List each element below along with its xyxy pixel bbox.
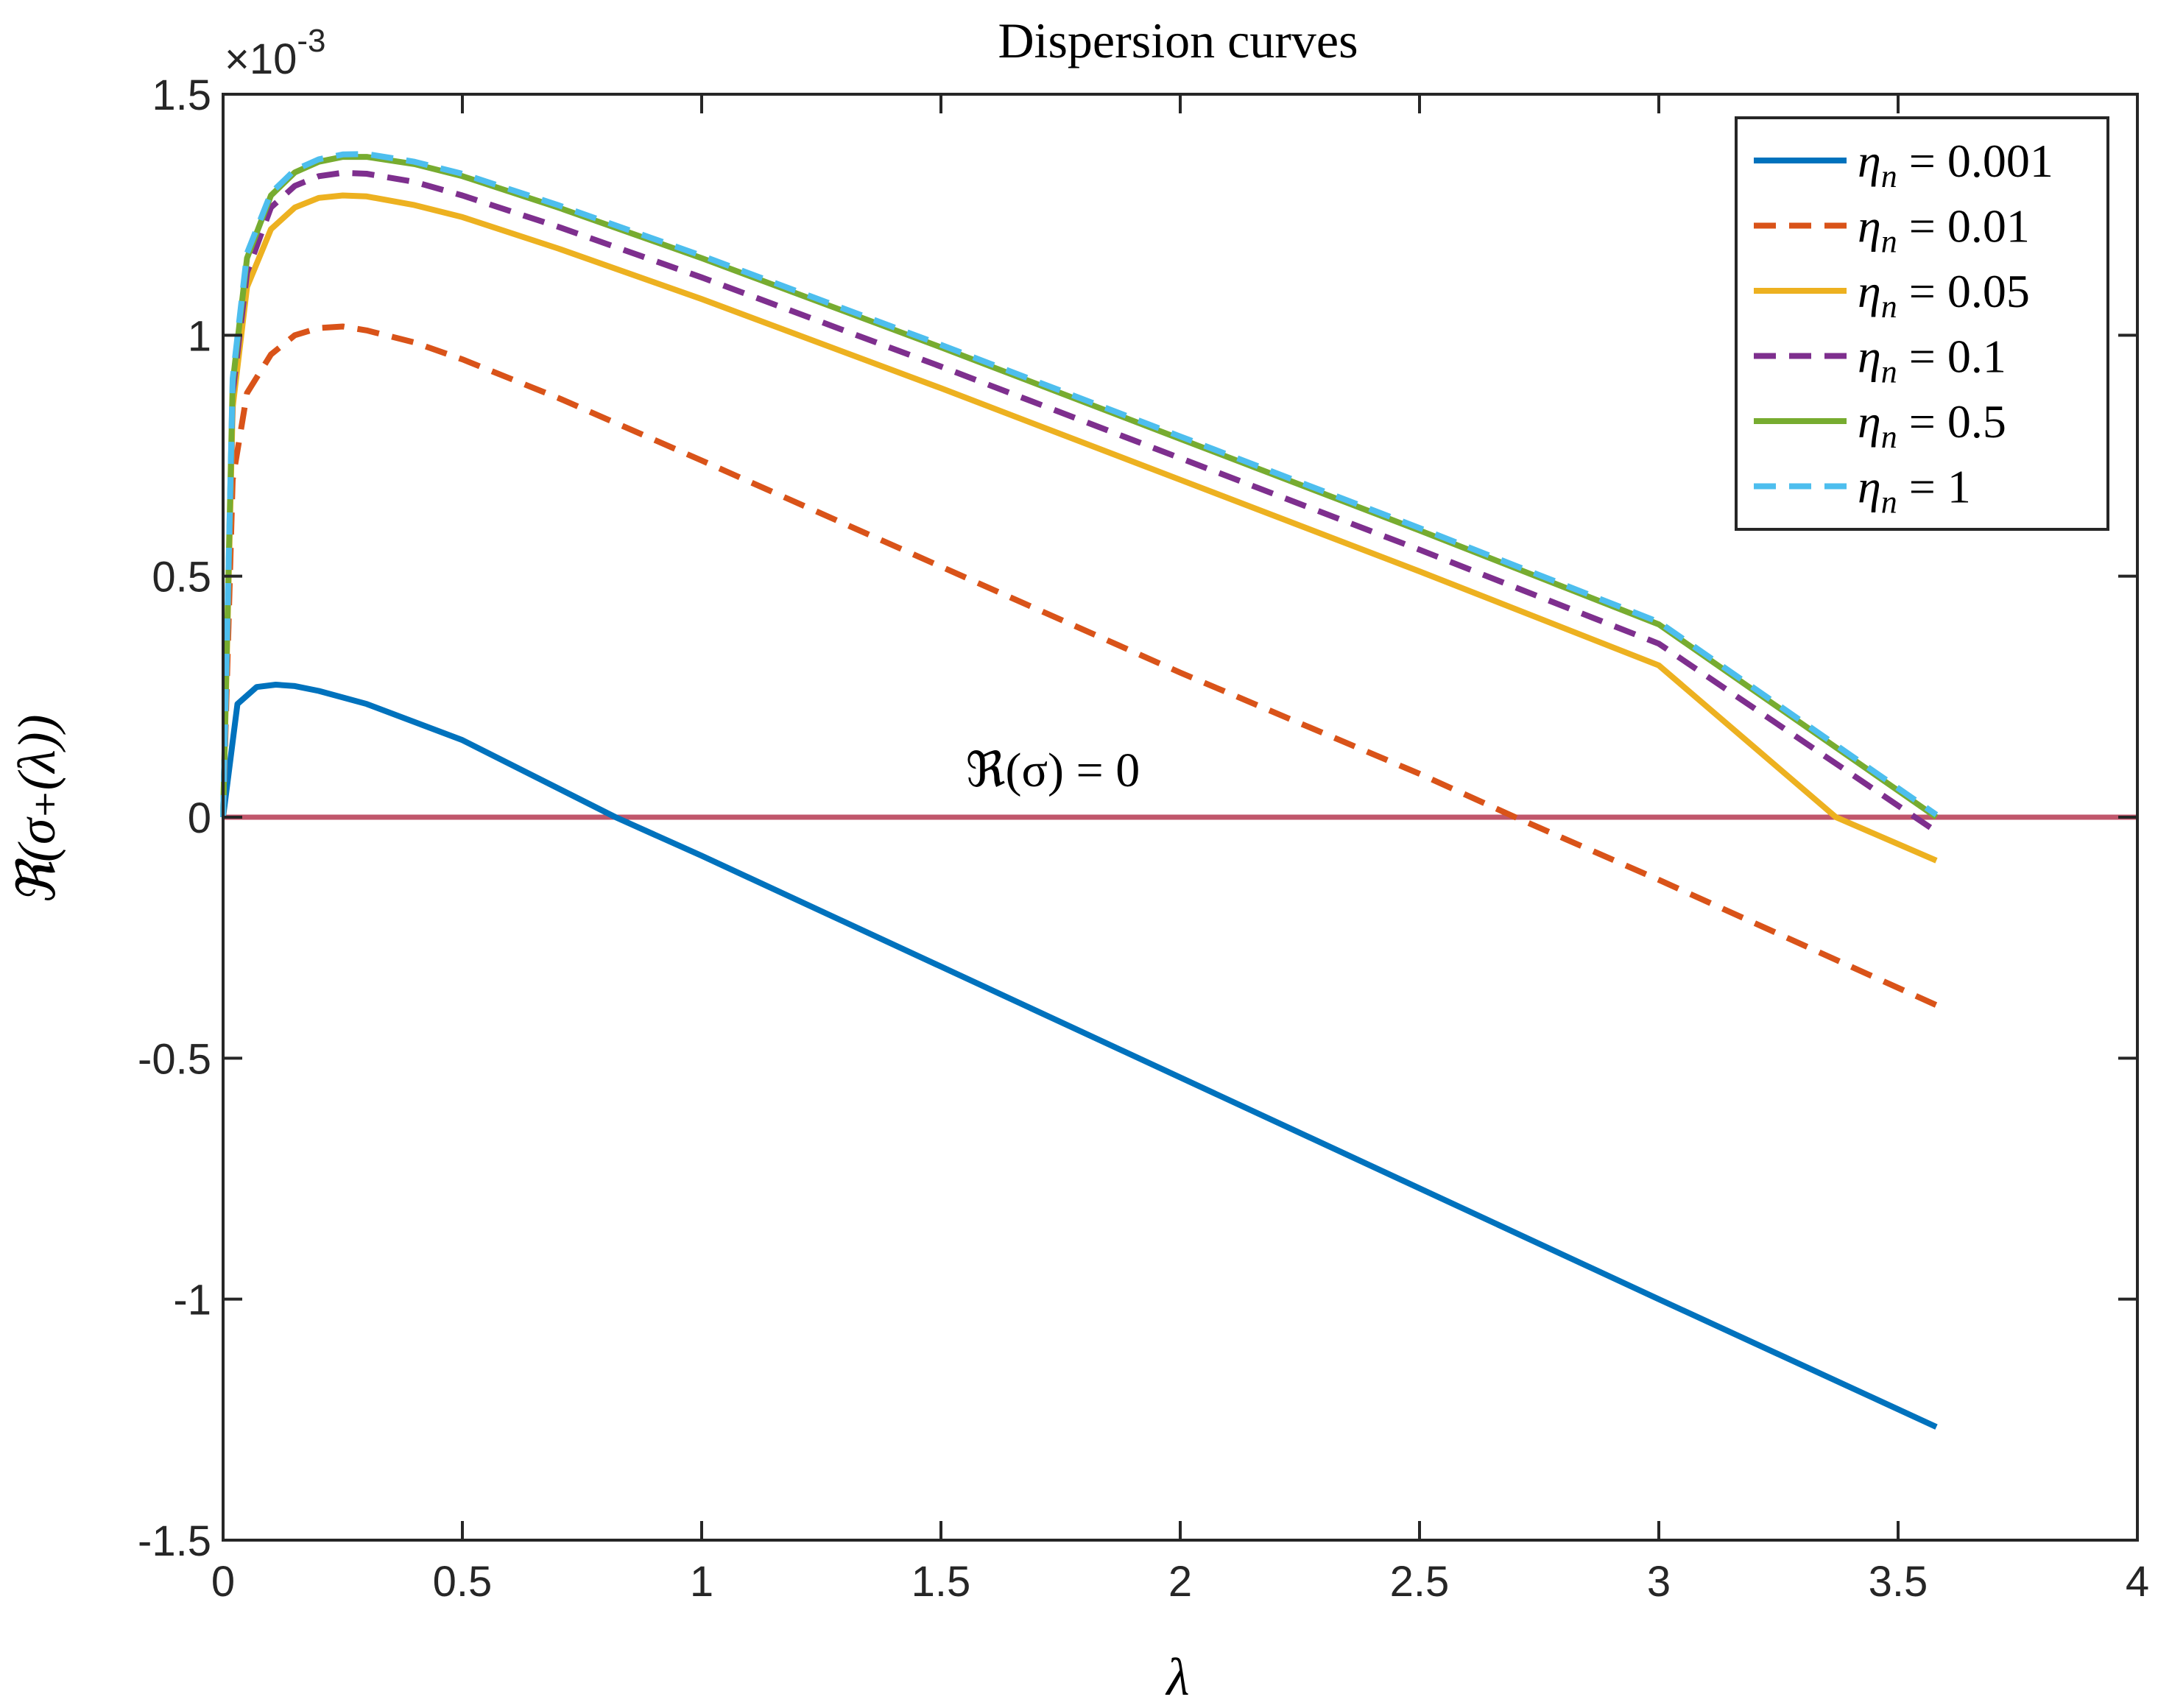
chart-title: Dispersion curves bbox=[998, 13, 1358, 68]
y-tick-label: 1 bbox=[188, 312, 211, 360]
legend-box bbox=[1735, 116, 2109, 531]
plot-layer bbox=[220, 151, 2137, 1430]
legend-label-5: ηn = 0.5 bbox=[1858, 395, 2006, 455]
y-exponent-power: -3 bbox=[297, 23, 325, 59]
y-exponent-label: ×10-3 bbox=[225, 23, 326, 83]
zero-line-label: ℜ(σ) = 0 bbox=[966, 744, 1140, 797]
legend-label-2: ηn = 0.01 bbox=[1858, 200, 2030, 260]
y-tick-label: -1 bbox=[173, 1277, 211, 1324]
x-tick-label: 2 bbox=[1168, 1558, 1192, 1606]
x-tick-label: 2.5 bbox=[1390, 1558, 1450, 1606]
x-tick-label: 0.5 bbox=[433, 1558, 493, 1606]
x-tick-label: 1 bbox=[690, 1558, 713, 1606]
x-tick-label: 4 bbox=[2126, 1558, 2149, 1606]
legend-label-3: ηn = 0.05 bbox=[1858, 265, 2030, 325]
legend-label-6: ηn = 1 bbox=[1858, 461, 1971, 520]
y-tick-label: -0.5 bbox=[138, 1035, 211, 1083]
y-exponent-base: ×10 bbox=[225, 35, 297, 83]
y-tick-label: -1.5 bbox=[138, 1517, 211, 1565]
legend-label-1: ηn = 0.001 bbox=[1858, 135, 2053, 194]
x-tick-label: 0 bbox=[211, 1558, 235, 1606]
y-axis-label: ℜ(σ₊(λ)) bbox=[7, 714, 66, 905]
axes-layer: 0 0.5 1 1.5 2 2.5 3 3.5 4 -1.5 -1 -0.5 0 0.5 1 1.5 bbox=[138, 71, 2149, 1606]
legend-label-4: ηn = 0.1 bbox=[1858, 331, 2006, 390]
series-line-2 bbox=[220, 323, 1938, 1008]
series-line-4 bbox=[220, 169, 1939, 834]
y-tick-label: 0.5 bbox=[152, 554, 211, 601]
y-tick-label: 0 bbox=[188, 794, 211, 842]
x-tick-label: 3.5 bbox=[1869, 1558, 1928, 1606]
x-axis-label: λ bbox=[1165, 1648, 1189, 1707]
x-tick-label: 1.5 bbox=[911, 1558, 971, 1606]
series-line-6 bbox=[220, 151, 1939, 818]
x-tick-label: 3 bbox=[1647, 1558, 1671, 1606]
y-tick-label: 1.5 bbox=[152, 71, 211, 119]
series-line-3 bbox=[220, 192, 1938, 864]
series-line-1 bbox=[220, 682, 1938, 1430]
